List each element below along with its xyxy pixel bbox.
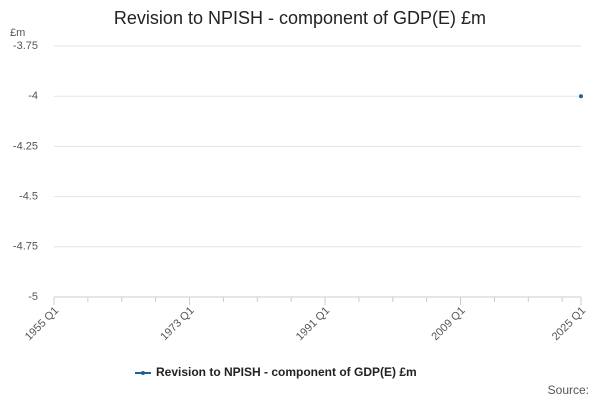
y-unit: £m (10, 27, 25, 39)
legend-label: Revision to NPISH - component of GDP(E) … (156, 365, 417, 379)
x-tick-label: 2025 Q1 (550, 305, 588, 343)
point (579, 94, 583, 99)
y-tick-label: -4.75 (13, 241, 38, 253)
x-tick-label: 1991 Q1 (294, 305, 332, 343)
y-tick-label: -4 (28, 90, 38, 102)
legend-swatch-dot (141, 371, 145, 375)
x-tick-label: 2009 Q1 (429, 305, 467, 343)
chart-title: Revision to NPISH - component of GDP(E) … (114, 8, 486, 28)
source: Source: (548, 383, 589, 397)
y-tick-label: -4.25 (13, 140, 38, 152)
y-tick-label: -4.5 (19, 191, 38, 203)
x-tick-label: 1955 Q1 (23, 305, 61, 343)
y-tick-label: -3.75 (13, 40, 38, 52)
y-tick-label: -5 (28, 291, 38, 303)
x-tick-label: 1973 Q1 (158, 305, 196, 343)
